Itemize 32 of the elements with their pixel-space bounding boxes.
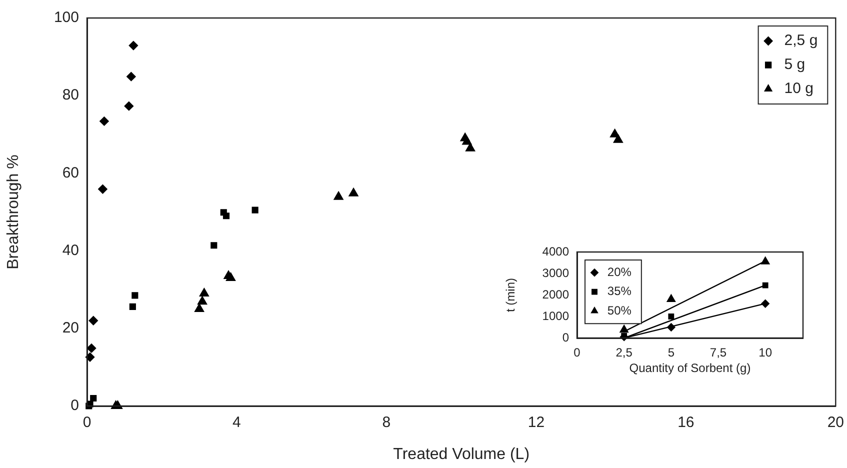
- y-tick-label: 2000: [542, 287, 570, 302]
- x-tick-label: 16: [678, 414, 694, 432]
- y-tick-label: 100: [54, 9, 79, 26]
- y-tick-label: 0: [70, 397, 79, 414]
- legend-label: 10 g: [784, 80, 814, 98]
- y-tick-label: 80: [62, 86, 79, 104]
- y-tick-label: 40: [62, 242, 79, 259]
- legend-label: 5 g: [784, 56, 806, 74]
- x-tick-label: 20: [827, 414, 844, 432]
- y-tick-label: 4000: [542, 244, 570, 258]
- legend-label: 35%: [607, 284, 632, 298]
- y-axis-title: Breakthrough %: [5, 154, 22, 270]
- y-axis-title: t (min): [504, 278, 518, 312]
- y-tick-label: 60: [62, 164, 79, 182]
- x-tick-label: 12: [528, 414, 545, 432]
- x-tick-label: 2,5: [616, 346, 633, 360]
- x-axis-title: Quantity of Sorbent (g): [629, 361, 751, 376]
- x-tick-label: 0: [574, 346, 581, 360]
- y-tick-label: 0: [562, 330, 570, 344]
- legend-label: 50%: [607, 303, 632, 318]
- x-tick-label: 8: [382, 414, 391, 432]
- x-tick-label: 5: [668, 346, 675, 360]
- y-tick-label: 20: [62, 320, 79, 337]
- x-tick-label: 10: [758, 346, 772, 360]
- legend-label: 20%: [607, 264, 632, 279]
- x-tick-label: 0: [82, 414, 92, 432]
- y-tick-label: 3000: [542, 266, 570, 280]
- x-tick-label: 4: [232, 414, 241, 432]
- legend-label: 2,5 g: [784, 32, 818, 50]
- y-tick-label: 1000: [542, 308, 570, 323]
- x-axis-title: Treated Volume (L): [393, 446, 530, 463]
- x-tick-label: 7,5: [710, 346, 727, 360]
